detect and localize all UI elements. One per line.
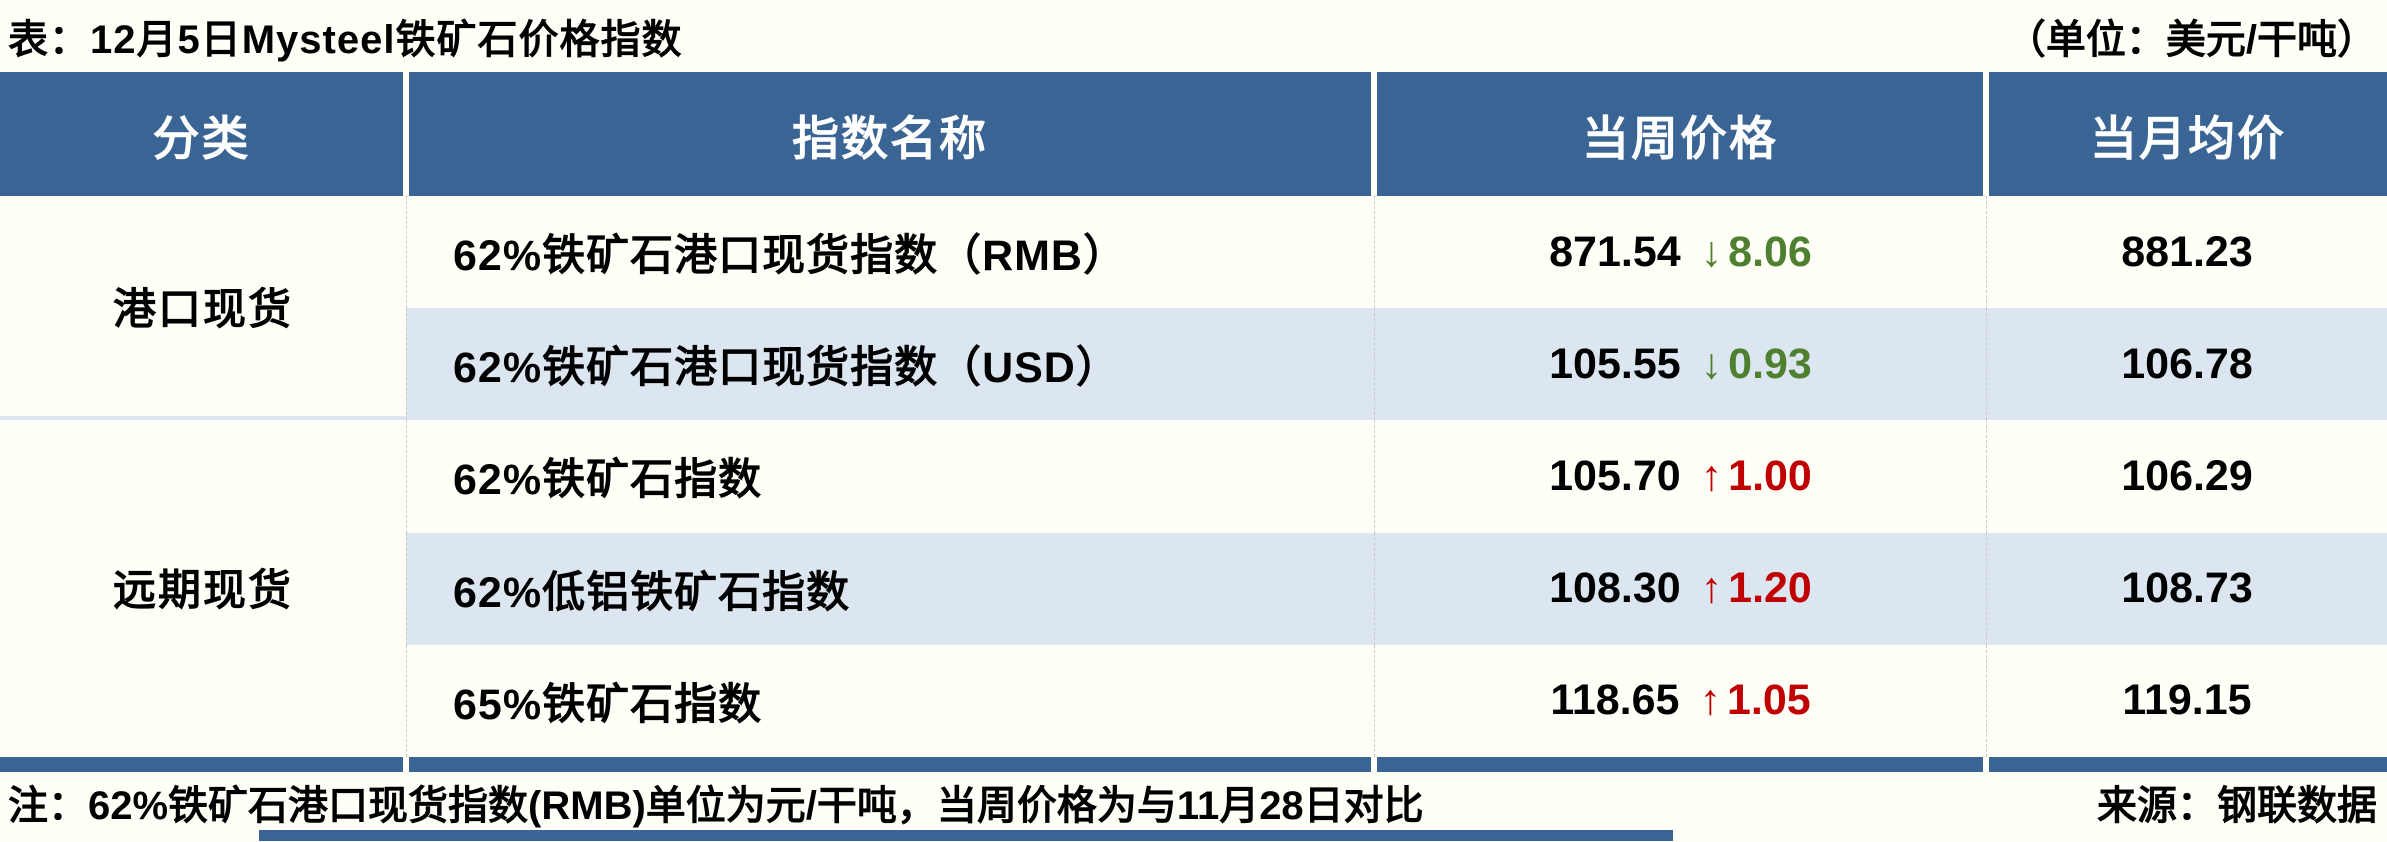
title-bar: 表：12月5日Mysteel铁矿石价格指数 （单位：美元/干吨） [0,0,2387,72]
footnote-underline [259,830,1673,841]
index-name-cell: 62%铁矿石港口现货指数（RMB） [406,196,1374,309]
table-row: 62%铁矿石港口现货指数（USD） 105.55 ↓ 0.93 106.78 [406,308,2387,421]
header-week-price: 当周价格 [1377,72,1983,196]
table-row: 62%低铝铁矿石指数 108.30 ↑ 1.20 108.73 [406,532,2387,645]
index-name-cell: 62%铁矿石指数 [406,420,1374,533]
down-arrow-icon: ↓ [1700,227,1723,276]
price-change: ↑ 1.05 [1699,676,1810,725]
category-column: 港口现货 远期现货 [0,196,406,757]
price-value: 118.65 [1550,676,1680,725]
table-body: 港口现货 远期现货 62%铁矿石港口现货指数（RMB） 871.54 ↓ 8.0… [0,196,2387,757]
week-price-cell: 871.54 ↓ 8.06 [1374,196,1986,309]
price-change: ↓ 0.93 [1701,340,1812,389]
change-value: 1.00 [1728,451,1812,500]
up-arrow-icon: ↑ [1700,451,1723,500]
divider-segment [1989,757,2387,772]
divider-segment [0,757,403,772]
footnote-note: 注：62%铁矿石港口现货指数(RMB)单位为元/干吨，当周价格为与11月28日对… [8,784,1424,828]
table-header-row: 分类 指数名称 当周价格 当月均价 [0,72,2387,196]
price-value: 871.54 [1549,227,1681,276]
header-category: 分类 [0,72,403,196]
month-avg-cell: 119.15 [1986,644,2387,757]
week-price-cell: 105.55 ↓ 0.93 [1374,308,1986,421]
header-month-avg: 当月均价 [1989,72,2387,196]
week-price-cell: 105.70 ↑ 1.00 [1374,420,1986,533]
data-rows: 62%铁矿石港口现货指数（RMB） 871.54 ↓ 8.06 881.23 6… [406,196,2387,757]
change-value: 8.06 [1728,227,1812,276]
table-title: 表：12月5日Mysteel铁矿石价格指数 [8,18,683,62]
header-index-name: 指数名称 [409,72,1371,196]
month-avg-cell: 106.78 [1986,308,2387,421]
change-value: 0.93 [1728,339,1812,388]
price-value: 108.30 [1549,564,1681,613]
index-name-cell: 62%铁矿石港口现货指数（USD） [406,308,1374,421]
divider-segment [409,757,1371,772]
price-change: ↑ 1.00 [1701,452,1812,501]
change-value: 1.20 [1728,564,1812,613]
week-price-cell: 118.65 ↑ 1.05 [1374,644,1986,757]
up-arrow-icon: ↑ [1700,564,1723,613]
down-arrow-icon: ↓ [1700,339,1723,388]
index-name-cell: 65%铁矿石指数 [406,644,1374,757]
month-avg-cell: 106.29 [1986,420,2387,533]
table-row: 62%铁矿石港口现货指数（RMB） 871.54 ↓ 8.06 881.23 [406,196,2387,309]
price-value: 105.55 [1549,339,1681,388]
footnote-source: 来源：钢联数据 [2097,784,2377,828]
footnote-row: 注：62%铁矿石港口现货指数(RMB)单位为元/干吨，当周价格为与11月28日对… [0,772,2387,832]
change-value: 1.05 [1726,676,1811,725]
month-avg-cell: 108.73 [1986,532,2387,645]
table-row: 65%铁矿石指数 118.65 ↑ 1.05 119.15 [406,644,2387,757]
unit-label: （单位：美元/干吨） [2005,18,2377,62]
price-change: ↑ 1.20 [1701,564,1812,613]
price-value: 105.70 [1549,451,1681,500]
divider-segment [1377,757,1983,772]
category-port-spot: 港口现货 [0,196,406,421]
index-name-cell: 62%低铝铁矿石指数 [406,532,1374,645]
bottom-divider-bar [0,757,2387,772]
price-change: ↓ 8.06 [1701,228,1812,277]
table-row: 62%铁矿石指数 105.70 ↑ 1.00 106.29 [406,420,2387,533]
category-forward-spot: 远期现货 [0,420,406,753]
month-avg-cell: 881.23 [1986,196,2387,309]
up-arrow-icon: ↑ [1699,676,1721,725]
week-price-cell: 108.30 ↑ 1.20 [1374,532,1986,645]
